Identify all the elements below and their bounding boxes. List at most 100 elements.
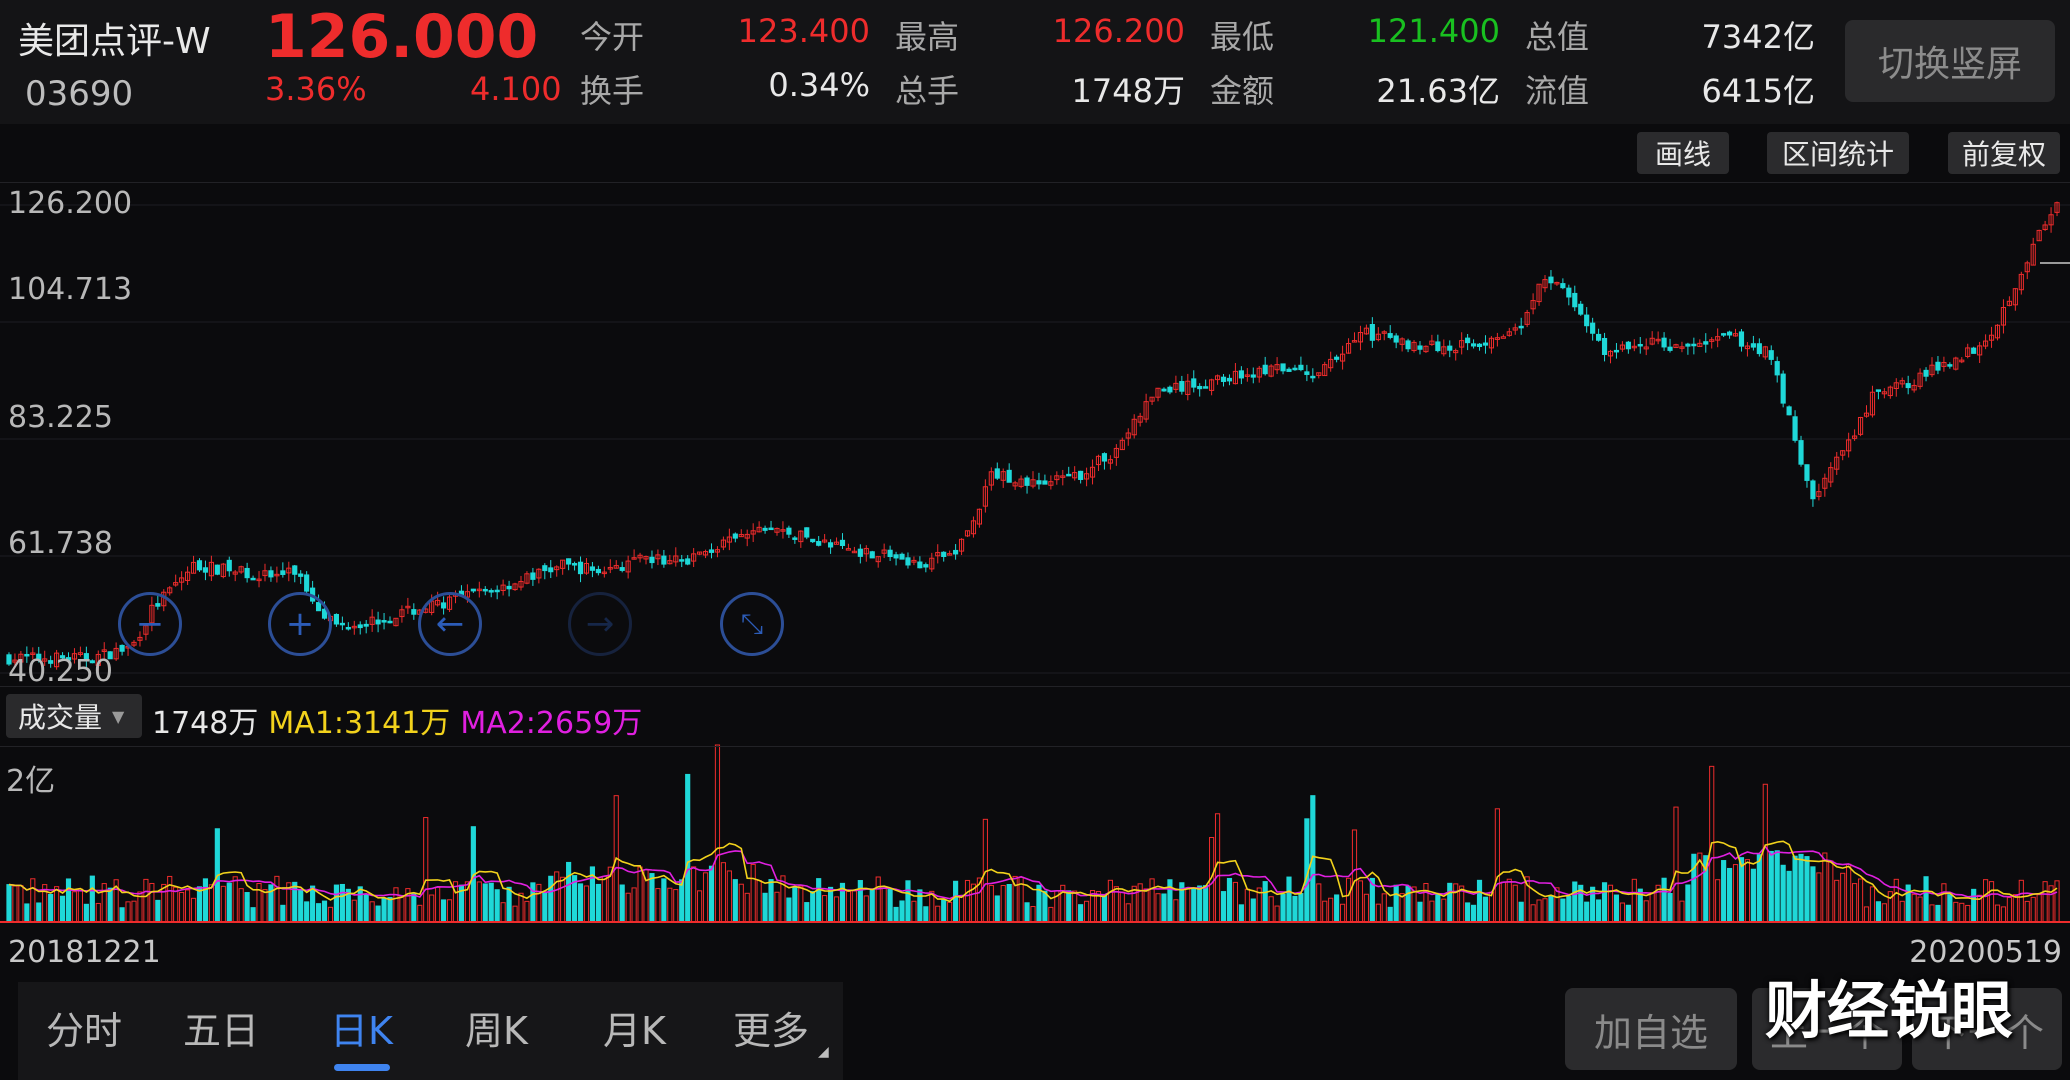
candle-body xyxy=(1524,312,1530,325)
volume-bar xyxy=(1268,896,1274,923)
candle-body xyxy=(560,559,566,569)
candle-body xyxy=(1280,363,1286,372)
collapse-icon[interactable]: ⤡ xyxy=(720,592,784,656)
adjust-button[interactable]: 前复权 xyxy=(1948,132,2060,174)
candle-body xyxy=(1721,333,1727,336)
volume-bar xyxy=(827,886,834,923)
candle-body xyxy=(1345,343,1352,354)
volume-bar xyxy=(530,882,536,923)
tab-five-day[interactable]: 五日 xyxy=(183,1009,260,1053)
volume-bar xyxy=(1649,892,1655,923)
candle-body xyxy=(1417,345,1423,350)
candle-body xyxy=(42,658,48,662)
candle-body xyxy=(1911,384,1917,391)
candle-body xyxy=(899,553,905,560)
volume-bar xyxy=(190,897,197,923)
volume-bar xyxy=(1357,880,1364,923)
volume-bar xyxy=(125,901,131,923)
y-axis-label-1: 126.200 xyxy=(8,186,133,221)
zoom-in-icon[interactable]: + xyxy=(268,592,332,656)
candle-body xyxy=(1340,353,1346,362)
volume-bar xyxy=(2018,879,2024,923)
volume-bar xyxy=(304,901,310,923)
volume-axis-label: 2亿 xyxy=(6,764,56,799)
indicator-selector[interactable]: 成交量 ▼ xyxy=(6,694,142,738)
volume-bar xyxy=(958,895,965,923)
candle-body xyxy=(2054,202,2060,213)
candle-body xyxy=(1030,479,1036,487)
candle-body xyxy=(1274,364,1280,371)
volume-bar xyxy=(1298,893,1304,923)
tab-weekly-k[interactable]: 周K xyxy=(465,1009,528,1053)
candle-body xyxy=(1167,386,1173,393)
candle-body xyxy=(482,588,488,592)
candle-body xyxy=(238,566,244,573)
volume-bar xyxy=(1119,891,1125,923)
candle-body xyxy=(1381,331,1387,334)
candle-body xyxy=(958,538,965,552)
next-stock-button[interactable]: 下一个 xyxy=(1912,988,2062,1070)
candle-body xyxy=(607,566,613,570)
volume-bar xyxy=(816,878,822,923)
volume-bar xyxy=(77,888,84,923)
draw-line-button[interactable]: 画线 xyxy=(1637,132,1729,174)
tab-monthly-k[interactable]: 月K xyxy=(603,1009,666,1053)
candle-body xyxy=(762,527,768,531)
candle-body xyxy=(726,536,732,543)
volume-bar xyxy=(1024,902,1030,923)
candle-body xyxy=(1357,332,1364,343)
candle-body xyxy=(655,554,661,560)
candle-body xyxy=(1613,349,1620,353)
add-watchlist-button[interactable]: 加自选 xyxy=(1565,988,1737,1070)
candle-body xyxy=(167,587,173,594)
candle-body xyxy=(1935,361,1941,371)
tab-daily-k[interactable]: 日K xyxy=(330,1009,393,1053)
candle-body xyxy=(1619,344,1625,350)
volume-bar xyxy=(1155,893,1161,923)
volume-bar xyxy=(1732,864,1739,923)
candle-body xyxy=(774,527,780,533)
candle-body xyxy=(1429,340,1435,345)
candle-body xyxy=(1500,336,1506,339)
switch-vertical-button[interactable]: 切换竖屏 xyxy=(1845,20,2055,102)
volume-bar xyxy=(685,773,691,923)
candle-body xyxy=(571,563,578,566)
candle-body xyxy=(1554,281,1560,285)
candle-body xyxy=(1887,386,1893,397)
volume-bar xyxy=(1078,904,1084,923)
zoom-out-icon[interactable]: − xyxy=(118,592,182,656)
volume-bar xyxy=(1429,900,1435,923)
candle-body xyxy=(1203,386,1209,389)
candle-body xyxy=(1149,396,1155,402)
candle-body xyxy=(589,566,596,571)
candle-body xyxy=(1107,459,1113,464)
arrow-right-icon[interactable]: → xyxy=(568,592,632,656)
volume-bar xyxy=(691,866,697,923)
tab-intraday[interactable]: 分时 xyxy=(46,1009,123,1053)
candle-body xyxy=(833,541,840,545)
volume-bar xyxy=(786,897,792,923)
volume-bar xyxy=(1345,877,1352,923)
candle-body xyxy=(917,561,923,569)
candle-body xyxy=(1292,367,1298,371)
candle-body xyxy=(827,542,834,548)
arrow-left-icon[interactable]: ← xyxy=(418,592,482,656)
quote-header: 美团点评-W 03690 126.000 3.36% 4.100 今开 123.… xyxy=(0,0,2070,124)
volume-bar xyxy=(1280,893,1286,923)
turnover-value: 0.34% xyxy=(768,66,870,104)
candle-body xyxy=(875,556,881,563)
candle-body xyxy=(1298,364,1304,371)
prev-stock-button[interactable]: 上一个 xyxy=(1752,988,1902,1070)
volume-bar xyxy=(1750,868,1756,923)
tab-more[interactable]: 更多 xyxy=(733,1009,810,1053)
candle-body xyxy=(780,529,786,532)
volume-bars xyxy=(6,744,2060,923)
candle-body xyxy=(1072,472,1078,479)
volume-bar xyxy=(631,887,637,923)
volume-bar xyxy=(1846,863,1852,923)
volume-bar xyxy=(1631,878,1637,923)
volume-bar xyxy=(185,889,191,923)
volume-bar xyxy=(935,905,941,923)
range-stats-button[interactable]: 区间统计 xyxy=(1767,132,1909,174)
